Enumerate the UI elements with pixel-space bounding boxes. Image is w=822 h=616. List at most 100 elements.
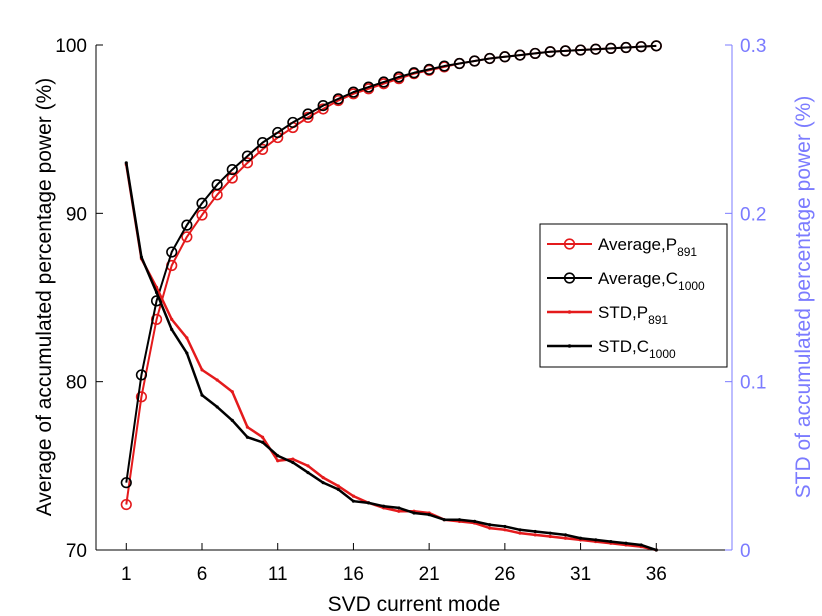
series-layer (120, 40, 662, 552)
series-3-point-21 (442, 518, 446, 522)
series-1-point-23 (468, 55, 481, 67)
series-1-point-20 (423, 63, 435, 76)
series-3-point-9 (260, 440, 265, 444)
series-0-point-1 (135, 391, 148, 403)
series-3-point-28 (548, 531, 552, 535)
series-2-point-28 (548, 534, 552, 539)
series-3-point-14 (336, 487, 340, 491)
series-3-point-10 (276, 454, 280, 458)
y-axis-left-label: Average of accumulated percentage power … (33, 78, 56, 517)
series-3-point-8 (245, 435, 250, 439)
series-1-point-35 (650, 40, 662, 52)
series-3-point-6 (215, 405, 219, 409)
series-2-point-9 (260, 435, 265, 439)
series-2-point-13 (321, 476, 325, 480)
series-1-point-22 (453, 57, 466, 70)
series-3-point-0 (124, 161, 128, 165)
series-2-point-6 (215, 378, 219, 382)
x-tick-label-0: 1 (121, 564, 132, 585)
series-1-point-15 (347, 86, 360, 98)
series-1-point-16 (362, 81, 375, 93)
series-1-point-11 (287, 116, 299, 129)
series-3-point-5 (200, 393, 204, 397)
series-3-point-23 (472, 519, 477, 523)
y-right-tick-label-3: 0.3 (740, 36, 766, 57)
legend-label-3: STD,C1000 (598, 337, 676, 361)
series-1-point-12 (302, 108, 314, 120)
series-1-point-6 (211, 179, 223, 191)
y-right-tick-label-1: 0.1 (740, 373, 766, 394)
series-1-point-10 (272, 126, 284, 139)
series-1-point-33 (620, 41, 632, 54)
series-3-point-30 (578, 536, 583, 540)
series-2-point-4 (185, 336, 189, 340)
series-2-point-12 (306, 464, 310, 468)
y-right-tick-label-2: 0.2 (740, 204, 766, 225)
series-3-point-1 (139, 255, 144, 259)
series-2-point-7 (230, 390, 234, 394)
x-tick-label-2: 11 (268, 564, 288, 585)
series-3-point-7 (230, 418, 234, 422)
series-1-point-2 (150, 295, 163, 307)
series-3-point-32 (609, 539, 613, 544)
series-line-3 (125, 162, 657, 552)
y-left-tick-label-2: 90 (66, 204, 87, 225)
series-3-point-11 (291, 460, 295, 465)
series-3-point-12 (306, 470, 310, 475)
y-left-tick-label-1: 80 (66, 373, 87, 394)
series-1-point-8 (241, 150, 254, 162)
legend-marker-0 (563, 238, 576, 250)
legend-marker-1 (563, 272, 576, 284)
series-1-point-4 (181, 219, 193, 231)
series-2-point-25 (503, 528, 507, 532)
series-2-point-3 (170, 317, 174, 321)
series-1-point-24 (484, 52, 496, 65)
series-line-2 (125, 164, 657, 552)
series-line-1 (125, 44, 657, 483)
series-3-point-22 (457, 518, 462, 522)
series-3-point-13 (321, 481, 325, 485)
series-1-point-0 (120, 477, 132, 489)
series-3-point-4 (185, 351, 189, 355)
series-3-point-27 (533, 529, 537, 534)
series-2-point-10 (276, 459, 280, 463)
series-2-point-11 (291, 457, 295, 461)
series-1-point-14 (332, 93, 344, 105)
y-axis-right-label: STD of accumulated percentage power (%) (792, 96, 815, 499)
x-tick-label-6: 31 (570, 564, 591, 585)
series-1-point-17 (378, 76, 390, 88)
series-1-point-19 (408, 67, 420, 79)
series-2-point-5 (200, 368, 204, 372)
series-1-point-34 (635, 41, 647, 53)
legend-marker-3 (567, 344, 572, 348)
series-0-point-4 (181, 231, 193, 243)
series-1-point-7 (226, 163, 238, 176)
series-3-point-20 (427, 513, 431, 517)
series-3-point-17 (382, 504, 386, 508)
series-0-point-5 (196, 209, 208, 221)
series-1-point-13 (317, 99, 329, 112)
series-3-point-29 (563, 533, 568, 537)
series-1-point-1 (135, 369, 148, 381)
series-1-point-29 (559, 45, 572, 57)
series-3-point-3 (170, 327, 174, 332)
legend-label-0: Average,P891 (598, 235, 697, 259)
series-1-point-25 (499, 51, 511, 63)
series-3-point-25 (503, 524, 507, 529)
y-left-tick-label-0: 70 (66, 541, 87, 562)
series-2-point-18 (397, 509, 401, 513)
series-3-point-24 (488, 523, 492, 527)
series-1-point-21 (438, 60, 450, 72)
series-2-point-14 (336, 484, 340, 488)
series-3-point-31 (594, 538, 598, 542)
series-3-point-15 (351, 499, 356, 503)
y-left-tick-label-3: 100 (55, 36, 87, 57)
series-3-point-34 (639, 543, 643, 547)
legend-label-2: STD,P891 (598, 303, 668, 327)
series-2-point-26 (518, 531, 522, 535)
series-1-point-28 (544, 46, 556, 58)
legend-label-1: Average,C1000 (598, 269, 705, 293)
series-2-point-8 (245, 425, 250, 429)
